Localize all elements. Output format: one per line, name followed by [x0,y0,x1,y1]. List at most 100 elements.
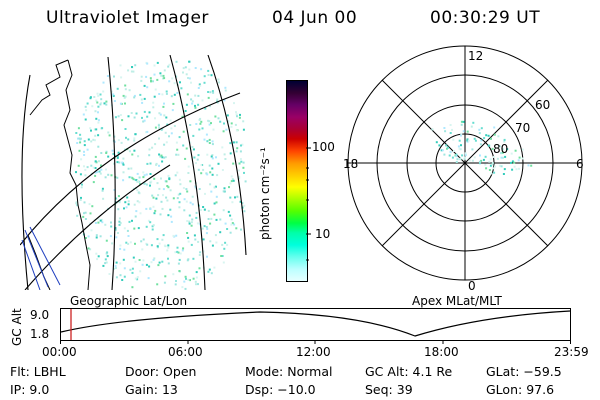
speckle-dot [158,164,160,167]
speckle-dot [94,174,97,177]
polar-speckle-dot [493,171,496,174]
polar-speckle-dot [494,165,496,168]
speckle-dot [187,172,190,174]
speckle-dot [133,137,136,140]
speckle-dot [141,263,144,266]
speckle-dot [222,261,225,264]
speckle-dot [127,235,130,237]
speckle-dot [127,203,130,206]
speckle-dot [133,96,136,99]
speckle-dot [195,283,197,286]
speckle-dot [230,175,233,178]
speckle-dot [101,221,104,224]
polar-speckle-dot [513,161,516,164]
speckle-dot [217,78,220,81]
speckle-dot [174,174,177,177]
speckle-dot [207,69,210,72]
speckle-dot [94,167,97,169]
speckle-dot [239,113,241,116]
polar-speckle-dot [501,148,504,151]
speckle-dot [219,218,222,221]
speckle-dot [91,105,94,108]
speckle-dot [163,102,165,105]
speckle-dot [77,137,79,140]
timeline-frame [60,308,571,341]
speckle-dot [87,247,90,250]
speckle-dot [229,196,232,199]
polar-speckle-dot [503,140,506,143]
speckle-dot [95,99,98,102]
polar-speckle-dot [503,138,506,141]
speckle-dot [163,77,166,80]
speckle-dot [211,154,214,156]
speckle-dot [154,88,157,91]
speckle-dot [89,248,92,251]
speckle-dot [90,164,93,167]
speckle-dot [158,242,161,245]
polar-speckle-dot [511,160,514,163]
polar-speckle-dot [451,128,453,131]
altitude-curve [60,310,571,337]
speckle-dot [83,165,85,168]
speckle-dot [206,153,209,156]
speckle-dot [138,176,141,179]
speckle-dot [78,137,81,140]
speckle-dot [139,212,142,215]
speckle-dot [224,158,227,160]
speckle-dot [213,202,216,205]
polar-speckle-dot [473,137,476,140]
speckle-dot [114,265,117,268]
speckle-dot [108,273,111,275]
speckle-dot [96,101,99,104]
speckle-dot [99,93,102,96]
timeline-xtick-1200: 12:00 [296,345,331,359]
speckle-dot [105,152,108,154]
speckle-dot [192,148,195,151]
speckle-dot [127,115,130,118]
speckle-dot [215,241,218,244]
speckle-dot [149,173,152,175]
speckle-dot [86,166,89,169]
speckle-dot [224,86,227,89]
polar-speckle-dot [496,157,499,160]
speckle-dot [239,158,242,160]
speckle-dot [231,178,234,181]
polar-speckle-dot [488,160,491,163]
speckle-dot [215,218,218,221]
speckle-dot [123,96,126,99]
speckle-dot [110,90,113,93]
speckle-dot [93,96,96,98]
polar-speckle-dot [443,153,446,156]
speckle-dot [153,212,156,215]
speckle-dot [244,180,247,183]
speckle-dot [198,128,201,131]
speckle-dot [211,140,214,143]
speckle-dot [189,180,192,183]
speckle-dot [187,240,190,243]
speckle-dot [100,152,103,154]
speckle-dot [238,177,241,180]
speckle-dot [95,128,98,131]
speckle-dot [185,188,188,191]
speckle-dot [88,203,91,206]
speckle-dot [191,218,194,221]
speckle-dot [194,185,197,188]
speckle-dot [190,224,193,227]
speckle-dot [133,149,136,152]
speckle-dot [230,223,233,226]
speckle-dot [158,137,160,140]
speckle-dot [105,100,108,103]
speckle-dot [218,81,220,84]
speckle-dot [87,138,90,141]
speckle-dot [240,144,242,147]
speckle-dot [102,81,105,84]
polar-speckle-dot [503,168,506,171]
speckle-dot [96,171,99,174]
polar-speckle-dot [460,123,463,126]
speckle-dot [239,150,242,153]
dsp-label: Dsp: [245,382,274,397]
gcalt-row: GC Alt: 4.1 Re [365,364,452,379]
speckle-dot [232,179,235,182]
speckle-dot [163,156,166,159]
speckle-dot [156,245,159,248]
